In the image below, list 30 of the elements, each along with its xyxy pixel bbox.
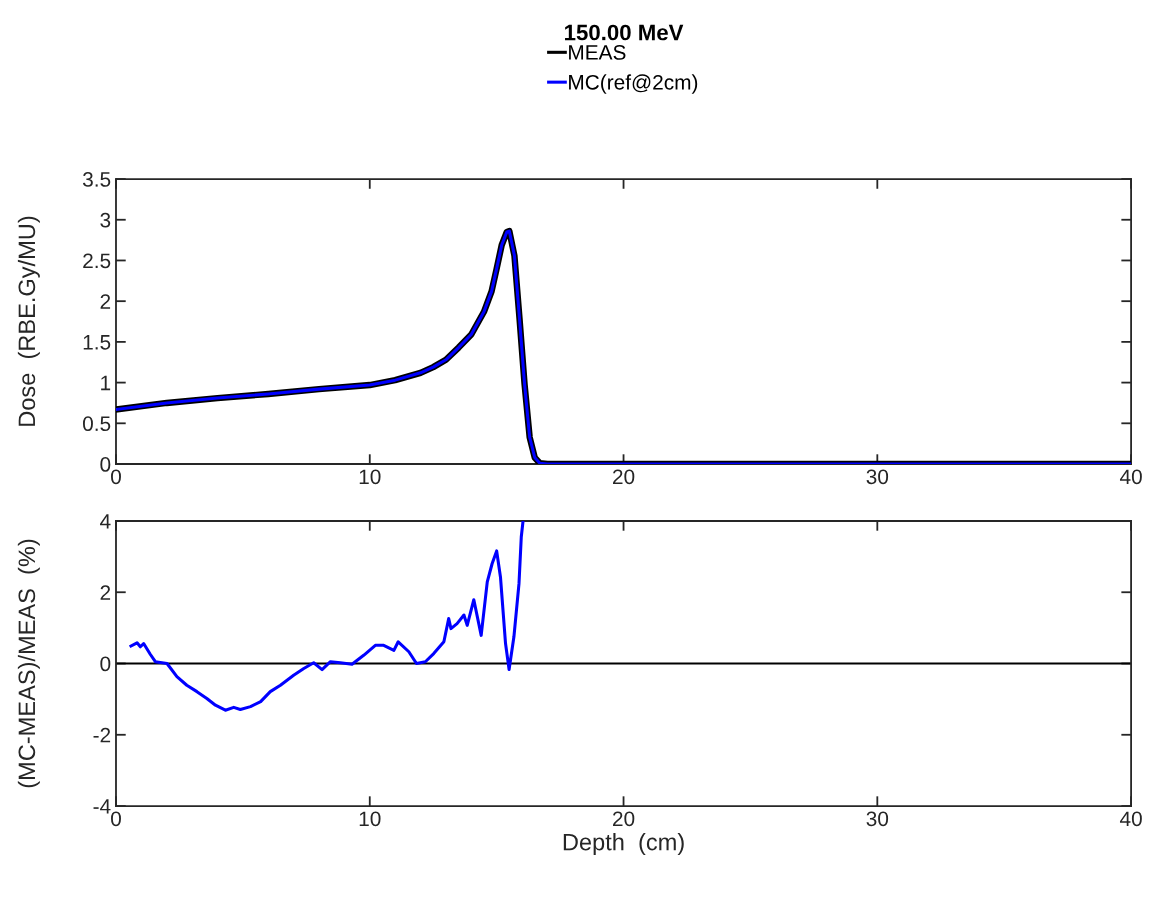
x-tick-label: 30 [866, 469, 889, 485]
y-tick-label: 4 [100, 514, 111, 529]
x-tick-label: 30 [866, 811, 889, 827]
x-tick-label: 10 [359, 811, 381, 827]
y-tick-label: 2.5 [83, 253, 111, 269]
chart-title: 150.00 MeV [565, 24, 684, 41]
line-series [129, 520, 525, 712]
x-tick-label: 20 [613, 469, 635, 485]
y-tick-label: 3 [100, 212, 111, 228]
x-tick-label: 10 [359, 469, 381, 485]
legend-label: MC(ref@2cm) [569, 74, 698, 94]
y-axis-title: (MC-MEAS)/MEAS (%) [17, 539, 40, 788]
x-tick-label: 0 [111, 469, 121, 485]
y-tick-label: 0 [100, 656, 111, 672]
x-tick-label: 0 [111, 811, 121, 827]
y-tick-label: 3.5 [82, 172, 111, 187]
y-tick-label: -4 [93, 799, 111, 814]
x-tick-label: 20 [613, 811, 635, 827]
x-tick-label: 40 [1119, 811, 1142, 827]
y-tick-label: 1 [101, 375, 111, 391]
y-tick-label: 1.5 [83, 335, 111, 350]
y-tick-label: 2 [100, 585, 111, 600]
y-tick-label: 2 [100, 294, 111, 309]
y-tick-label: 0.5 [82, 416, 111, 432]
y-tick-label: -2 [93, 727, 111, 743]
y-tick-label: 0 [100, 457, 111, 472]
x-tick-label: 40 [1119, 469, 1142, 485]
legend-label: MEAS [569, 45, 626, 60]
x-axis-title: Depth (cm) [563, 833, 684, 856]
y-axis-title: Dose (RBE.Gy/MU) [17, 216, 40, 426]
